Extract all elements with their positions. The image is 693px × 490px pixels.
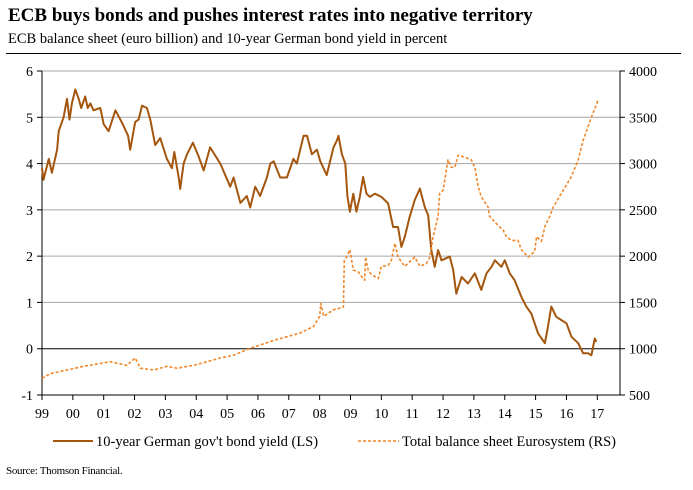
series-line-balance-sheet bbox=[41, 100, 599, 379]
y-left-tick-label: 1 bbox=[26, 296, 33, 311]
x-tick-label: 05 bbox=[220, 407, 234, 422]
x-tick-label: 17 bbox=[590, 407, 604, 422]
x-tick-label: 06 bbox=[251, 407, 265, 422]
series-line-bond-yield bbox=[41, 88, 598, 357]
y-left-tick-label: 0 bbox=[26, 343, 33, 358]
x-tick-label: 12 bbox=[436, 407, 450, 422]
x-tick-label: 03 bbox=[158, 407, 172, 422]
y-left-tick-label: 6 bbox=[26, 65, 33, 80]
y-right-tick-label: 2000 bbox=[629, 250, 657, 265]
legend-label-balance: Total balance sheet Eurosystem (RS) bbox=[402, 434, 616, 450]
x-tick-label: 00 bbox=[66, 407, 80, 422]
x-tick-label: 02 bbox=[128, 407, 142, 422]
x-tick-label: 10 bbox=[374, 407, 388, 422]
y-right-tick-label: 3000 bbox=[629, 158, 657, 173]
y-left-tick-label: 4 bbox=[26, 158, 33, 173]
legend-label-yield: 10-year German gov't bond yield (LS) bbox=[96, 434, 318, 450]
x-tick-label: 15 bbox=[529, 407, 543, 422]
x-tick-label: 08 bbox=[313, 407, 327, 422]
series-layer bbox=[41, 88, 599, 379]
y-right-tick-label: 3500 bbox=[629, 111, 657, 126]
x-tick-label: 16 bbox=[559, 407, 573, 422]
x-tick-label: 07 bbox=[282, 407, 296, 422]
x-tick-label: 11 bbox=[405, 407, 418, 422]
x-tick-label: 13 bbox=[467, 407, 481, 422]
y-left-tick-label: 3 bbox=[26, 204, 33, 219]
x-tick-label: 99 bbox=[35, 407, 49, 422]
y-right-tick-label: 500 bbox=[629, 389, 650, 404]
legend: 10-year German gov't bond yield (LS) Tot… bbox=[53, 434, 616, 450]
chart-title: ECB buys bonds and pushes interest rates… bbox=[8, 5, 533, 26]
y-right-tick-label: 2500 bbox=[629, 204, 657, 219]
y-right-tick-label: 1000 bbox=[629, 343, 657, 358]
y-left-tick-label: 2 bbox=[26, 250, 33, 265]
title-divider bbox=[6, 53, 681, 54]
x-tick-label: 04 bbox=[189, 407, 203, 422]
chart-subtitle: ECB balance sheet (euro billion) and 10-… bbox=[8, 31, 448, 47]
y-right-tick-label: 4000 bbox=[629, 65, 657, 80]
y-right-tick-label: 1500 bbox=[629, 296, 657, 311]
axes: -101234565001000150020002500300035004000… bbox=[21, 65, 657, 422]
x-tick-label: 09 bbox=[344, 407, 358, 422]
gridlines bbox=[42, 70, 620, 350]
x-tick-label: 01 bbox=[97, 407, 111, 422]
source-note: Source: Thomson Financial. bbox=[6, 465, 123, 477]
x-tick-label: 14 bbox=[498, 407, 512, 422]
y-left-tick-label: 5 bbox=[26, 111, 33, 126]
y-left-tick-label: -1 bbox=[21, 389, 33, 404]
